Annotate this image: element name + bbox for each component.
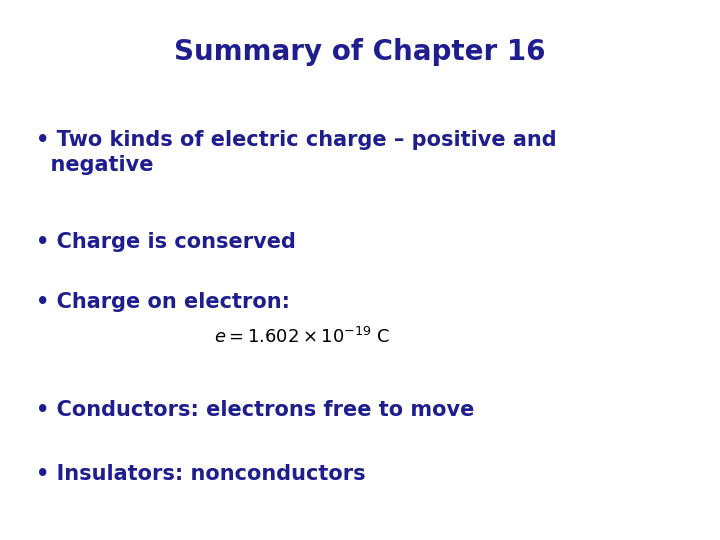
Text: • Charge is conserved: • Charge is conserved [36, 232, 296, 252]
Text: • Charge on electron:: • Charge on electron: [36, 292, 290, 312]
Text: $e = 1.602 \times 10^{-19}\ \mathrm{C}$: $e = 1.602 \times 10^{-19}\ \mathrm{C}$ [215, 327, 390, 347]
Text: Summary of Chapter 16: Summary of Chapter 16 [174, 38, 546, 66]
Text: • Conductors: electrons free to move: • Conductors: electrons free to move [36, 400, 474, 420]
Text: • Insulators: nonconductors: • Insulators: nonconductors [36, 464, 366, 484]
Text: • Two kinds of electric charge – positive and
  negative: • Two kinds of electric charge – positiv… [36, 130, 557, 175]
